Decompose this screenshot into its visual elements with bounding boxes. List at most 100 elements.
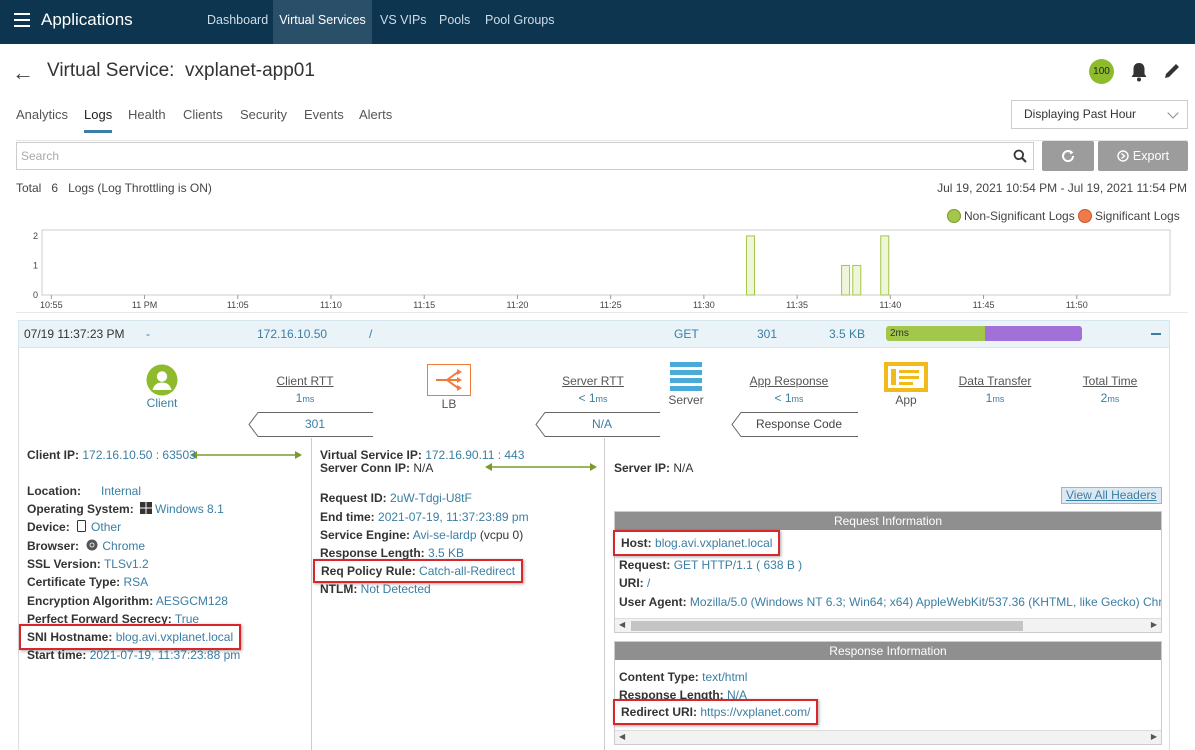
tab-analytics[interactable]: Analytics xyxy=(16,107,69,122)
legend-significant[interactable]: Significant Logs xyxy=(1078,209,1180,223)
enc-field: Encryption Algorithm: AESGCM128 xyxy=(27,594,228,608)
page-title-name: vxplanet-app01 xyxy=(185,60,315,81)
policy-value[interactable]: Catch-all-Redirect xyxy=(419,564,516,578)
nav-tab-vs-vips[interactable]: VS VIPs xyxy=(380,13,427,27)
chart-plot-area xyxy=(41,229,1171,296)
request-scroll-thumb[interactable] xyxy=(631,621,1023,631)
load-balancer-icon xyxy=(427,364,471,396)
total-time-value: 2ms xyxy=(1072,391,1148,405)
refresh-icon xyxy=(1062,150,1075,163)
chip-shape-response xyxy=(731,412,858,437)
log-bar[interactable] xyxy=(880,235,890,296)
log-uri[interactable]: / xyxy=(369,327,373,341)
tab-logs[interactable]: Logs xyxy=(84,107,113,133)
log-time: 07/19 11:37:23 PM xyxy=(24,327,125,341)
legend-non-significant-label: Non-Significant Logs xyxy=(964,209,1075,223)
vs-ip-value[interactable]: 172.16.90.11 : 443 xyxy=(425,448,525,462)
chrome-icon xyxy=(86,539,98,551)
location-value[interactable]: Internal xyxy=(101,484,142,498)
client-label: Client xyxy=(146,396,178,410)
log-bar[interactable] xyxy=(841,264,851,296)
export-button[interactable]: Export xyxy=(1098,141,1188,171)
sni-value[interactable]: blog.avi.vxplanet.local xyxy=(115,630,234,644)
log-bar[interactable] xyxy=(745,235,755,296)
request-info-scrollbar[interactable]: ◀ ▶ xyxy=(615,618,1161,632)
cert-value[interactable]: RSA xyxy=(123,575,149,589)
ssl-value[interactable]: TLSv1.2 xyxy=(103,557,149,571)
client-ip-field: Client IP: 172.16.10.50 : 63503 xyxy=(27,448,196,462)
tab-health[interactable]: Health xyxy=(128,107,166,122)
data-transfer-unit: ms xyxy=(992,394,1005,404)
total-label: Total xyxy=(16,181,42,195)
server-conn-ip-value: N/A xyxy=(413,461,434,475)
data-transfer-number: 1 xyxy=(985,391,993,405)
log-size: 3.5 KB xyxy=(829,327,866,341)
request-label: Request: xyxy=(619,558,671,572)
log-method[interactable]: GET xyxy=(674,327,699,341)
host-value[interactable]: blog.avi.vxplanet.local xyxy=(655,536,773,550)
request-id-value[interactable]: 2uW-Tdgi-U8tF xyxy=(390,491,472,505)
redirect-value[interactable]: https://vxplanet.com/ xyxy=(700,705,811,719)
start-time-field: Start time: 2021-07-19, 11:37:23:88 pm xyxy=(27,648,240,662)
chip-response-code: Response Code xyxy=(755,417,843,431)
server-rtt-label[interactable]: Server RTT xyxy=(562,374,624,388)
client-rtt-number: 1 xyxy=(295,391,303,405)
browser-value[interactable]: Chrome xyxy=(102,539,146,553)
device-icon xyxy=(77,520,87,532)
legend-dot-orange xyxy=(1078,209,1092,223)
request-id-label: Request ID: xyxy=(320,491,387,505)
tab-alerts[interactable]: Alerts xyxy=(359,107,393,122)
log-status[interactable]: 301 xyxy=(757,327,778,341)
scroll-right-icon[interactable]: ▶ xyxy=(1150,732,1157,741)
enc-label: Encryption Algorithm: xyxy=(27,594,154,608)
tab-security[interactable]: Security xyxy=(240,107,287,122)
vs-ip-label: Virtual Service IP: xyxy=(320,448,422,462)
device-value[interactable]: Other xyxy=(91,520,122,534)
user-agent-field: User Agent: Mozilla/5.0 (Windows NT 6.3;… xyxy=(619,595,1161,609)
collapse-minus-icon[interactable] xyxy=(1151,333,1161,335)
scroll-left-icon[interactable]: ◀ xyxy=(619,620,626,629)
client-rtt-label[interactable]: Client RTT xyxy=(276,374,334,388)
os-value[interactable]: Windows 8.1 xyxy=(155,502,224,516)
response-length-label: Response Length: xyxy=(320,546,425,560)
pfs-label: Perfect Forward Secrecy: xyxy=(27,612,172,626)
view-all-headers-button[interactable]: View All Headers xyxy=(1061,487,1162,504)
search-icon[interactable] xyxy=(1013,149,1027,163)
search-input[interactable] xyxy=(17,143,1007,169)
x-tick-label: 10:55 xyxy=(40,300,63,310)
vs-server-arrow-icon xyxy=(485,463,597,471)
tab-events[interactable]: Events xyxy=(304,107,344,122)
scroll-left-icon[interactable]: ◀ xyxy=(619,732,626,741)
data-transfer-label[interactable]: Data Transfer xyxy=(958,374,1032,388)
edit-pencil-icon[interactable] xyxy=(1163,62,1181,80)
nav-tab-pool-groups[interactable]: Pool Groups xyxy=(485,13,555,27)
time-range-select[interactable]: Displaying Past Hour xyxy=(1011,100,1188,129)
pfs-value[interactable]: True xyxy=(174,612,200,626)
legend-non-significant[interactable]: Non-Significant Logs xyxy=(947,209,1075,223)
resp-length-label: Response Length: xyxy=(619,688,724,702)
bell-icon[interactable] xyxy=(1130,62,1148,82)
scroll-right-icon[interactable]: ▶ xyxy=(1150,620,1157,629)
back-arrow-icon[interactable]: ← xyxy=(12,60,34,85)
service-engine-extra: (vcpu 0) xyxy=(479,528,524,542)
tab-clients[interactable]: Clients xyxy=(183,107,223,122)
nav-tab-dashboard[interactable]: Dashboard xyxy=(207,13,269,27)
menu-icon[interactable] xyxy=(14,13,30,27)
health-score-badge[interactable]: 100 xyxy=(1089,59,1114,84)
ssl-field: SSL Version: TLSv1.2 xyxy=(27,557,149,571)
nav-tab-virtual-services[interactable]: Virtual Services xyxy=(273,0,372,44)
enc-value[interactable]: AESGCM128 xyxy=(155,594,228,608)
log-client-ip[interactable]: 172.16.10.50 xyxy=(257,327,328,341)
logs-timeline-svg[interactable]: 0 1 2 10:55 11 PM 11:05 11:10 11:15 11:20 11:25 11… xyxy=(16,203,1188,313)
total-time-label[interactable]: Total Time xyxy=(1082,374,1138,388)
log-bar[interactable] xyxy=(852,264,862,296)
logs-total: Total 6 Logs (Log Throttling is ON) xyxy=(16,181,212,195)
client-ip-value[interactable]: 172.16.10.50 : 63503 xyxy=(82,448,196,462)
refresh-button[interactable] xyxy=(1042,141,1094,171)
response-info-scrollbar[interactable]: ◀ ▶ xyxy=(615,730,1161,744)
service-engine-value[interactable]: Avi-se-lardp xyxy=(412,528,477,542)
app-response-label[interactable]: App Response xyxy=(749,374,829,388)
legend-significant-label: Significant Logs xyxy=(1095,209,1180,223)
location-label: Location: xyxy=(27,484,81,498)
nav-tab-pools[interactable]: Pools xyxy=(439,13,471,27)
